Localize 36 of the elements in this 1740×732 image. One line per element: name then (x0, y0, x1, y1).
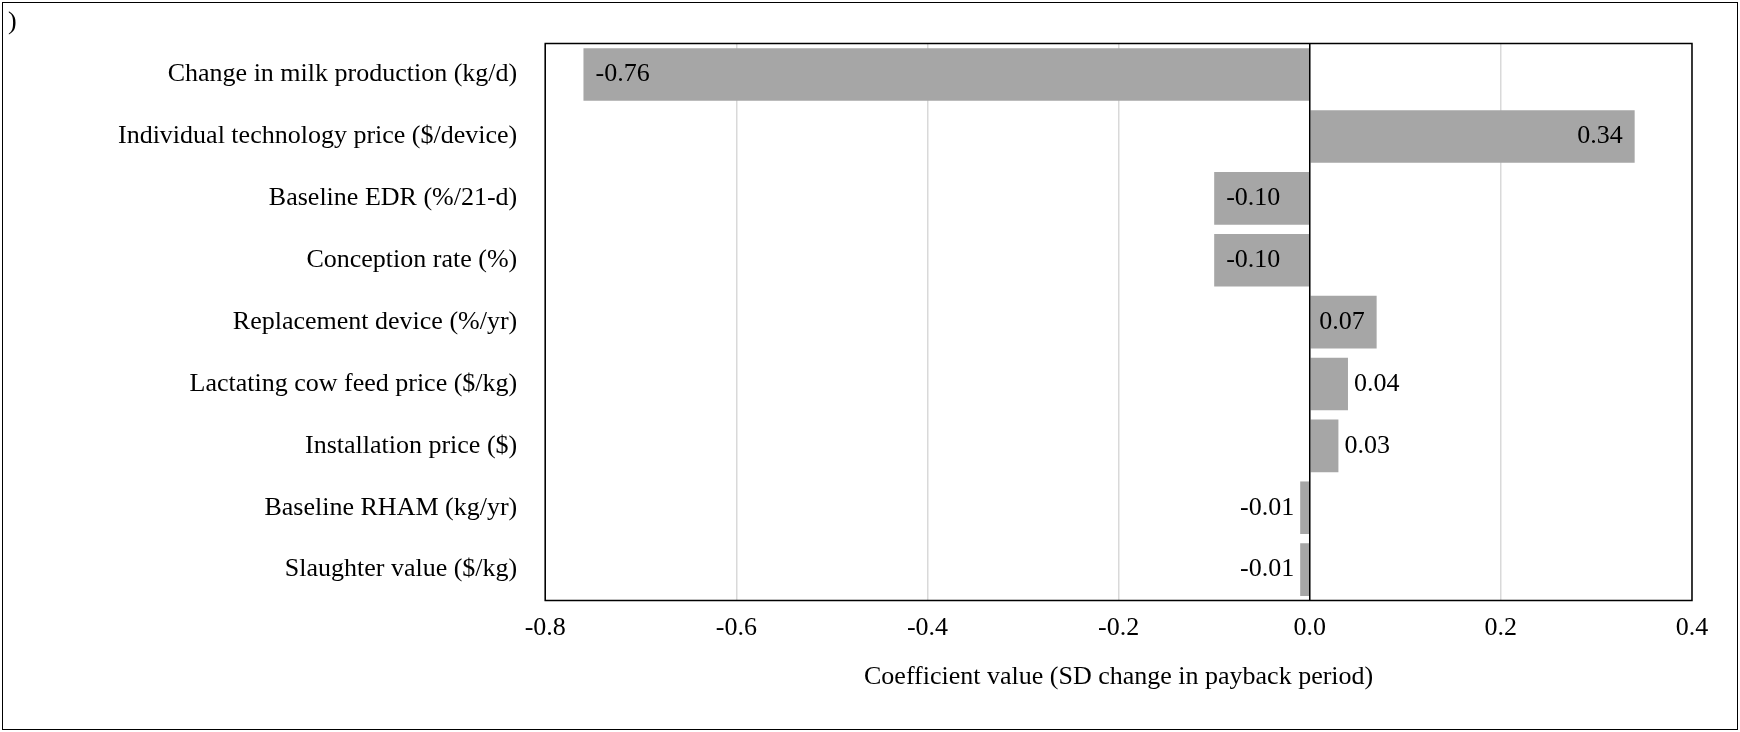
x-tick-label: -0.8 (524, 612, 566, 642)
y-tick-label: Change in milk production (kg/d) (167, 58, 518, 88)
bar (1300, 481, 1309, 535)
y-tick-label: Slaughter value ($/kg) (284, 553, 518, 583)
data-label: -0.10 (1226, 244, 1281, 274)
bar (1214, 233, 1309, 287)
bar (1310, 357, 1348, 411)
x-tick-label: 0.4 (1675, 612, 1709, 642)
x-tick-label: 0.0 (1293, 612, 1326, 642)
x-axis-title: Coefficient value (SD change in payback period) (864, 661, 1374, 691)
bar (1300, 543, 1309, 596)
x-tick-label: -0.6 (715, 612, 757, 642)
bar (1310, 295, 1377, 349)
data-label: 0.07 (1319, 305, 1365, 335)
data-label: 0.34 (1577, 120, 1623, 150)
y-tick-label: Individual technology price ($/device) (117, 120, 518, 150)
y-tick-label: Installation price ($) (304, 429, 518, 459)
y-tick-label: Baseline RHAM (kg/yr) (264, 491, 518, 521)
data-label: 0.03 (1344, 429, 1390, 459)
bar (1310, 110, 1635, 163)
data-label: 0.04 (1353, 367, 1400, 397)
bar (1214, 172, 1309, 225)
bar (583, 48, 1309, 101)
y-tick-label: Conception rate (%) (306, 244, 518, 274)
x-tick-label: -0.2 (1098, 612, 1140, 642)
y-tick-label: Lactating cow feed price ($/kg) (189, 367, 518, 397)
text: ) (8, 6, 17, 36)
data-label: -0.76 (595, 58, 650, 88)
data-label: -0.01 (1240, 491, 1295, 521)
x-tick-label: 0.2 (1484, 612, 1518, 642)
y-tick-label: Baseline EDR (%/21-d) (268, 182, 518, 212)
data-label: -0.01 (1240, 553, 1295, 583)
data-label: -0.10 (1226, 182, 1281, 212)
x-tick-label: -0.4 (906, 612, 949, 642)
bar (1310, 419, 1339, 473)
y-tick-label: Replacement device (%/yr) (232, 305, 518, 335)
